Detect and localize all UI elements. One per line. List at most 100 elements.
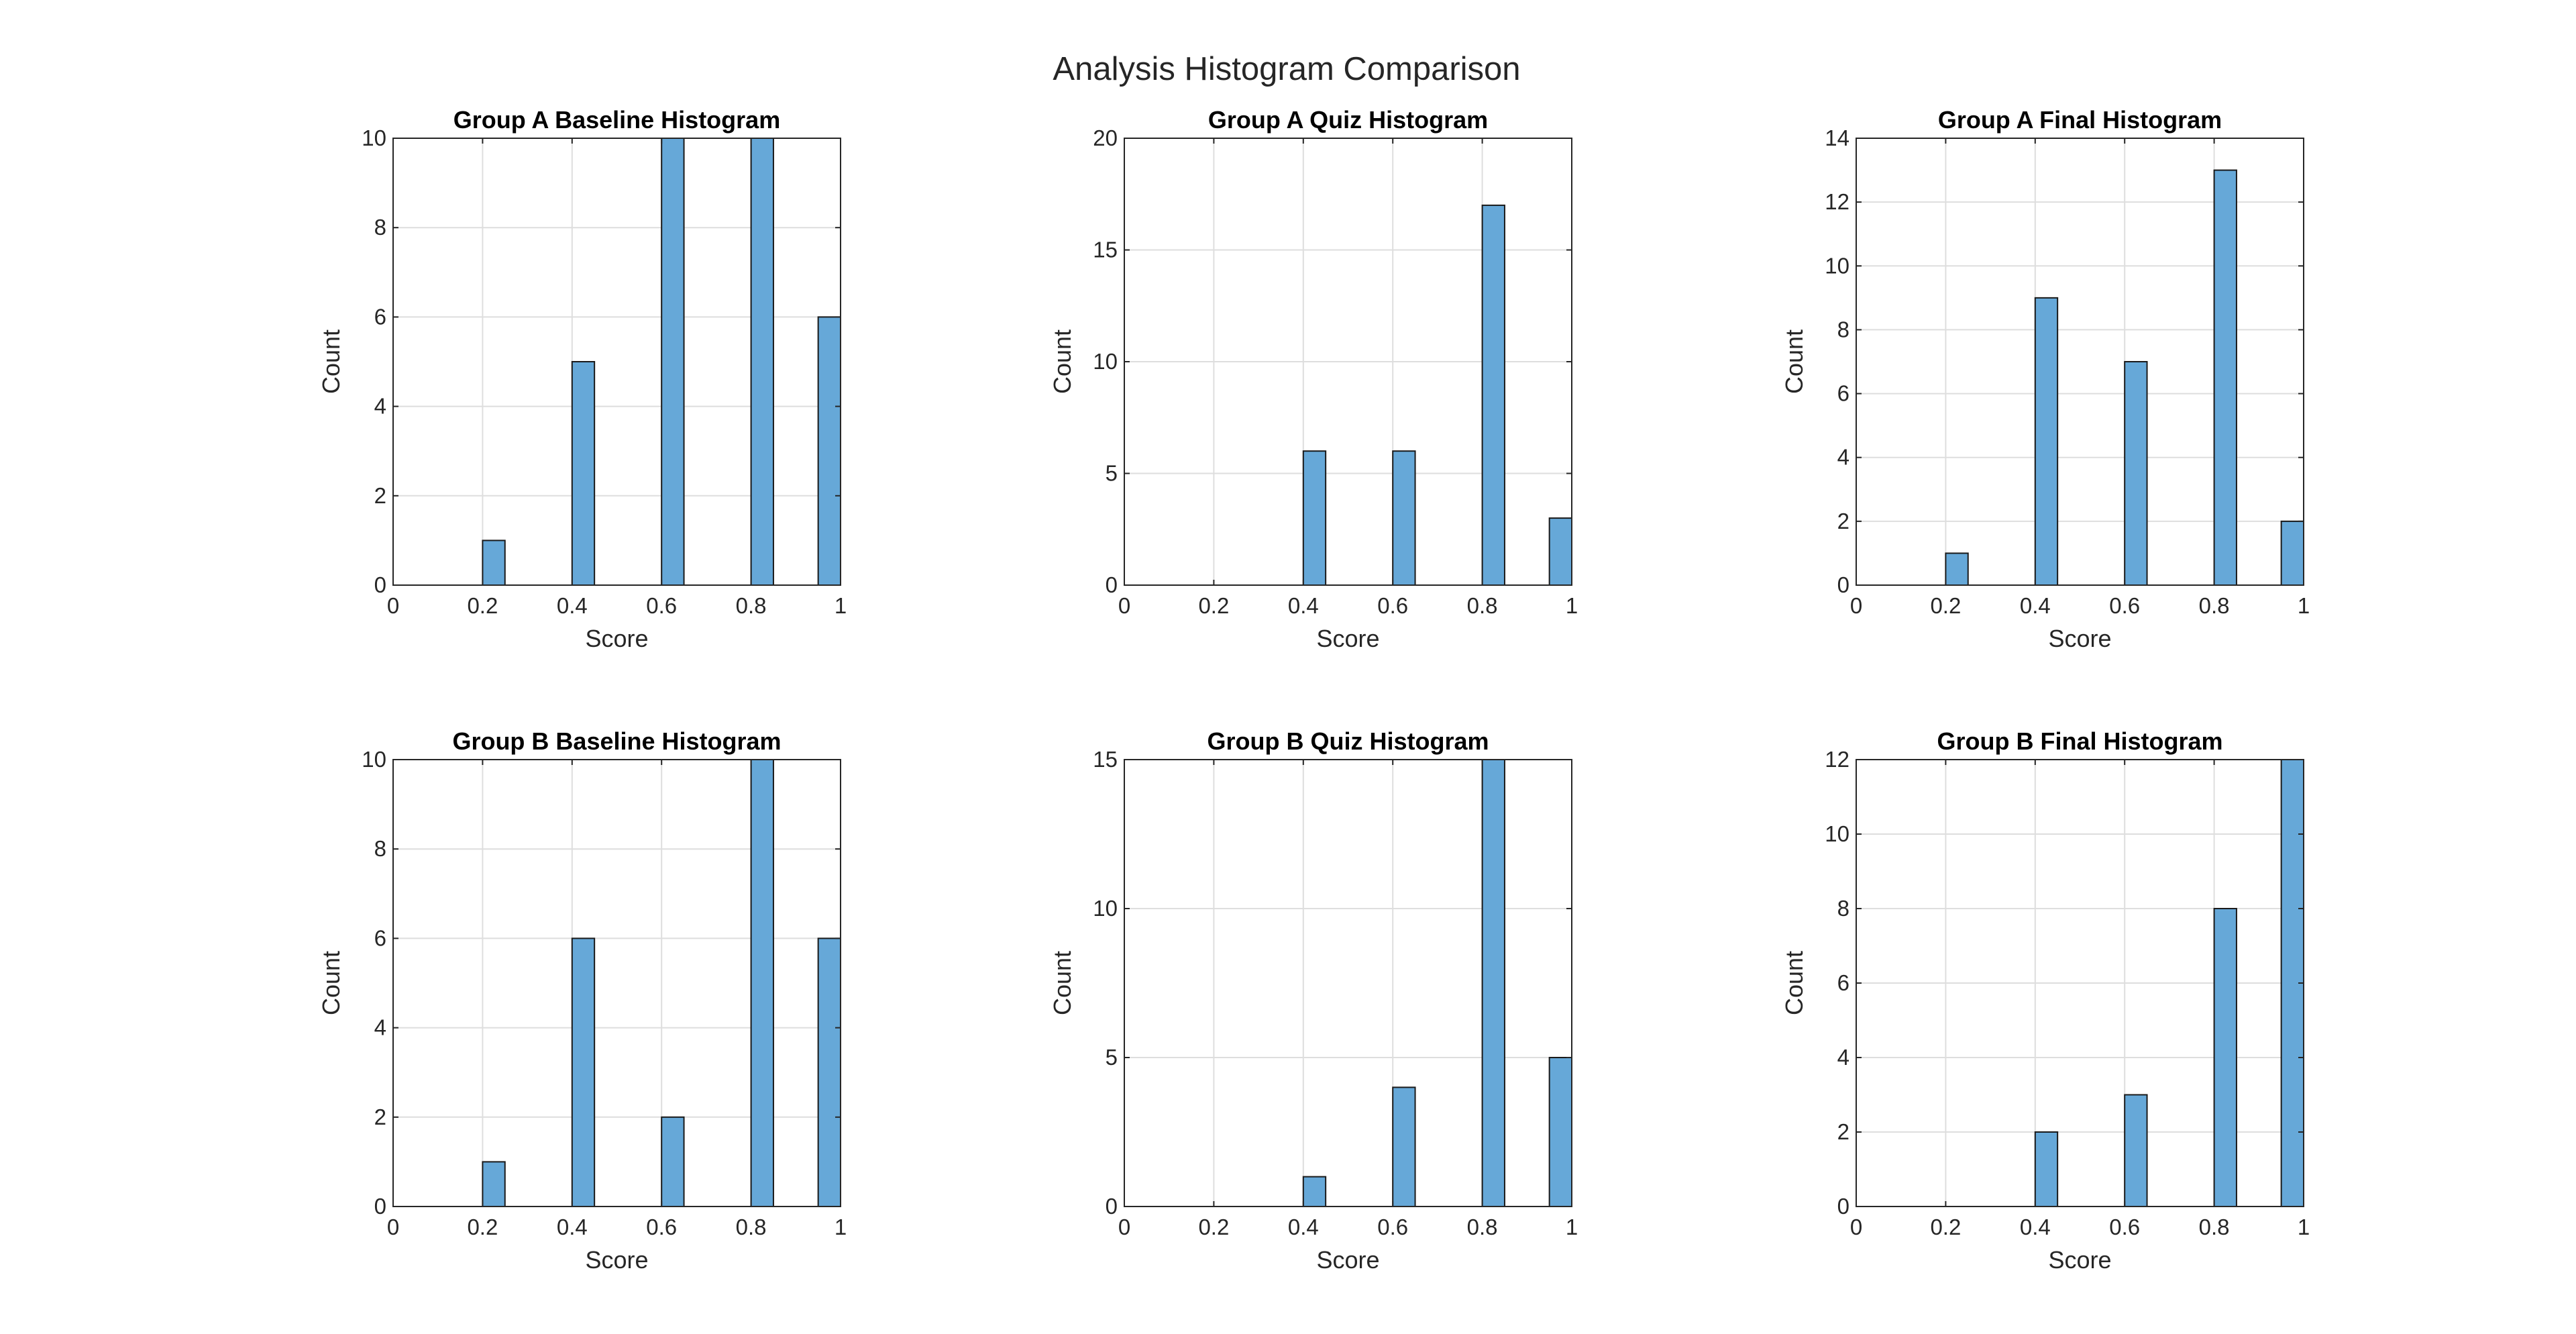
x-tick-label: 0.8 <box>2199 593 2230 618</box>
y-axis-label: Count <box>317 329 345 394</box>
x-tick-label: 0.6 <box>1377 593 1408 618</box>
histogram-bar <box>2213 908 2237 1207</box>
y-tick-label: 8 <box>1837 317 1849 342</box>
axes-frame <box>392 138 841 586</box>
x-tick-label: 0.2 <box>1930 593 1961 618</box>
x-tick-label: 0.6 <box>2109 1215 2140 1239</box>
histogram-bar <box>1392 1086 1416 1208</box>
subplot-title: Group B Quiz Histogram <box>1207 727 1489 755</box>
histogram-bar <box>750 138 774 586</box>
x-tick-label: 1 <box>835 593 847 618</box>
y-tick-label: 10 <box>1825 821 1849 846</box>
y-axis-label: Count <box>317 951 345 1015</box>
histogram-bar <box>482 1161 506 1208</box>
y-tick-label: 0 <box>1106 572 1118 597</box>
histogram-bar <box>1302 1176 1327 1207</box>
histogram-bar <box>1548 517 1572 586</box>
histogram-bar <box>482 540 506 586</box>
y-tick-label: 10 <box>1093 896 1118 921</box>
y-tick-label: 0 <box>1106 1194 1118 1219</box>
y-tick-label: 20 <box>1093 125 1118 150</box>
y-tick-label: 4 <box>374 1015 386 1040</box>
x-axis-label: Score <box>2048 1246 2111 1274</box>
y-tick-label: 2 <box>1837 1119 1849 1144</box>
x-tick-label: 0.4 <box>557 1215 588 1239</box>
x-axis-label: Score <box>1316 625 1379 652</box>
histogram-bar <box>2124 361 2148 586</box>
histogram-bar <box>2034 1131 2059 1207</box>
histogram-bar <box>2124 1094 2148 1207</box>
x-tick-label: 0.6 <box>2109 593 2140 618</box>
x-tick-label: 1 <box>1566 1215 1578 1239</box>
y-tick-label: 4 <box>1837 1045 1849 1070</box>
x-tick-label: 0.8 <box>1467 1215 1498 1239</box>
y-tick-label: 10 <box>1825 253 1849 278</box>
y-tick-label: 2 <box>1837 509 1849 533</box>
y-tick-label: 10 <box>1093 349 1118 374</box>
axes-frame <box>392 759 841 1207</box>
y-tick-label: 12 <box>1825 747 1849 772</box>
histogram-bar <box>571 361 596 586</box>
y-axis-label: Count <box>1049 329 1076 394</box>
x-tick-label: 1 <box>835 1215 847 1239</box>
y-tick-label: 15 <box>1093 238 1118 262</box>
y-tick-label: 12 <box>1825 189 1849 214</box>
y-tick-label: 6 <box>374 304 386 329</box>
x-tick-label: 1 <box>2298 593 2310 618</box>
histogram-bar <box>817 937 842 1208</box>
y-tick-label: 10 <box>362 125 386 150</box>
x-tick-label: 0 <box>387 1215 399 1239</box>
histogram-bar <box>571 937 596 1208</box>
subplot-title: Group A Baseline Histogram <box>453 106 780 134</box>
y-axis-label: Count <box>1780 951 1808 1015</box>
y-tick-label: 6 <box>1837 970 1849 995</box>
subplot-title: Group B Baseline Histogram <box>452 727 781 755</box>
histogram-bar <box>661 138 685 586</box>
x-tick-label: 0 <box>1118 593 1130 618</box>
x-tick-label: 0.2 <box>1198 593 1229 618</box>
x-tick-label: 1 <box>1566 593 1578 618</box>
x-tick-label: 0.6 <box>646 1215 677 1239</box>
y-axis-label: Count <box>1049 951 1076 1015</box>
x-tick-label: 0 <box>1850 593 1862 618</box>
x-tick-label: 0.8 <box>2199 1215 2230 1239</box>
y-tick-label: 5 <box>1106 461 1118 486</box>
y-tick-label: 8 <box>374 215 386 240</box>
x-tick-label: 0.6 <box>646 593 677 618</box>
histogram-bar <box>1302 450 1327 586</box>
y-tick-label: 10 <box>362 747 386 772</box>
x-tick-label: 0.4 <box>557 593 588 618</box>
histogram-bar <box>1481 204 1505 586</box>
x-tick-label: 0.8 <box>1467 593 1498 618</box>
y-tick-label: 4 <box>1837 445 1849 470</box>
y-tick-label: 0 <box>374 1194 386 1219</box>
y-tick-label: 8 <box>1837 896 1849 921</box>
x-tick-label: 0.8 <box>736 1215 767 1239</box>
histogram-bar <box>1392 450 1416 586</box>
histogram-bar <box>1945 552 1969 586</box>
x-tick-label: 0.2 <box>1198 1215 1229 1239</box>
x-tick-label: 0 <box>1850 1215 1862 1239</box>
subplot-title: Group A Quiz Histogram <box>1208 106 1488 134</box>
x-tick-label: 0.6 <box>1377 1215 1408 1239</box>
x-tick-label: 0.2 <box>467 593 498 618</box>
x-tick-label: 0 <box>1118 1215 1130 1239</box>
y-tick-label: 15 <box>1093 747 1118 772</box>
y-tick-label: 5 <box>1106 1045 1118 1070</box>
y-tick-label: 6 <box>1837 381 1849 406</box>
x-tick-label: 0.4 <box>2020 1215 2051 1239</box>
x-tick-label: 0.4 <box>1288 593 1319 618</box>
x-tick-label: 0.2 <box>467 1215 498 1239</box>
histogram-bar <box>1481 759 1505 1207</box>
y-tick-label: 14 <box>1825 125 1849 150</box>
y-axis-label: Count <box>1780 329 1808 394</box>
y-tick-label: 6 <box>374 925 386 950</box>
